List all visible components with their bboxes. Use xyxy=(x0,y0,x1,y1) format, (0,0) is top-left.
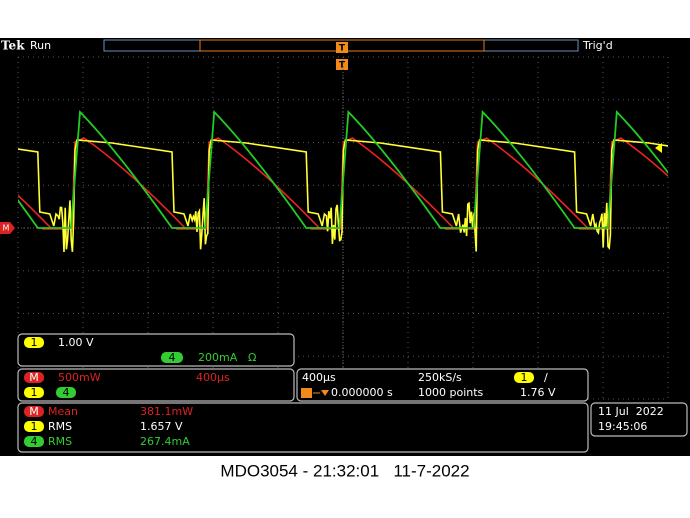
trigger-position xyxy=(336,59,348,70)
measurement-badge xyxy=(24,436,44,447)
timebase: 400µs xyxy=(302,371,336,384)
ch4-badge xyxy=(161,352,183,363)
measurement-panel xyxy=(17,402,589,453)
trigger-marker-top xyxy=(336,42,348,53)
math-time: 400µs xyxy=(196,371,230,384)
math-src2-badge xyxy=(56,387,76,398)
math-src1-badge xyxy=(24,387,44,398)
record-length: 1000 points xyxy=(418,386,484,399)
measurement-value: 267.4mA xyxy=(140,435,190,448)
math-src2: 4 xyxy=(63,386,70,399)
ch1-scale: 1.00 V xyxy=(58,336,94,349)
trigger-slope: ∕ xyxy=(544,371,548,384)
trigger-source: 1 xyxy=(521,371,528,384)
measurement-label: Mean xyxy=(48,405,78,418)
position-badge xyxy=(301,388,312,398)
trigger-marker-label: T xyxy=(339,44,346,54)
measurements: M Mean 381.1mW 1 RMS 1.657 V 4 RMS 267.4mA xyxy=(24,405,193,448)
horizontal-position: 0.000000 s xyxy=(331,386,393,399)
trigger-level-marker xyxy=(655,143,662,153)
math-badge xyxy=(24,372,44,383)
measurement-badge xyxy=(24,406,44,417)
trigger-position-label: T xyxy=(339,61,346,71)
sample-rate: 250kS/s xyxy=(418,371,462,384)
position-arrowhead xyxy=(321,390,329,396)
ch4-scale: 200mA xyxy=(198,351,238,364)
measurement-value: 1.657 V xyxy=(140,420,183,433)
channel-panel xyxy=(17,333,295,367)
datetime-panel xyxy=(590,402,688,437)
run-status: Run xyxy=(30,39,51,52)
date: 11 Jul 2022 xyxy=(598,405,664,418)
caption: MDO3054 - 21:32:01 11-7-2022 xyxy=(220,461,469,480)
measurement-badge-label: M xyxy=(29,405,39,418)
ch1-badge-label: 1 xyxy=(31,336,38,349)
ch4-trace xyxy=(18,109,668,229)
ch4-badge-label: 4 xyxy=(169,351,176,364)
ch4-unit: Ω xyxy=(248,351,256,364)
trigger-level: 1.76 V xyxy=(520,386,556,399)
math-badge-label: M xyxy=(29,371,39,384)
measurement-badge xyxy=(24,421,44,432)
measurement-label: RMS xyxy=(48,420,72,433)
math-src1: 1 xyxy=(31,386,38,399)
trigger-status: Trig'd xyxy=(582,39,613,52)
math-marker xyxy=(0,222,15,234)
math-trace xyxy=(18,137,668,230)
measurement-label: RMS xyxy=(48,435,72,448)
trigger-source-badge xyxy=(514,372,534,383)
brand: Tek xyxy=(1,39,25,53)
ch1-badge xyxy=(24,337,44,348)
ch1-trace xyxy=(18,139,668,253)
math-marker-label: M xyxy=(3,224,10,233)
measurement-badge-label: 4 xyxy=(31,435,38,448)
time: 19:45:06 xyxy=(598,420,647,433)
waveforms xyxy=(18,109,668,253)
math-scale: 500mW xyxy=(58,371,101,384)
math-panel xyxy=(17,368,295,402)
measurement-badge-label: 1 xyxy=(31,420,38,433)
measurement-value: 381.1mW xyxy=(140,405,193,418)
